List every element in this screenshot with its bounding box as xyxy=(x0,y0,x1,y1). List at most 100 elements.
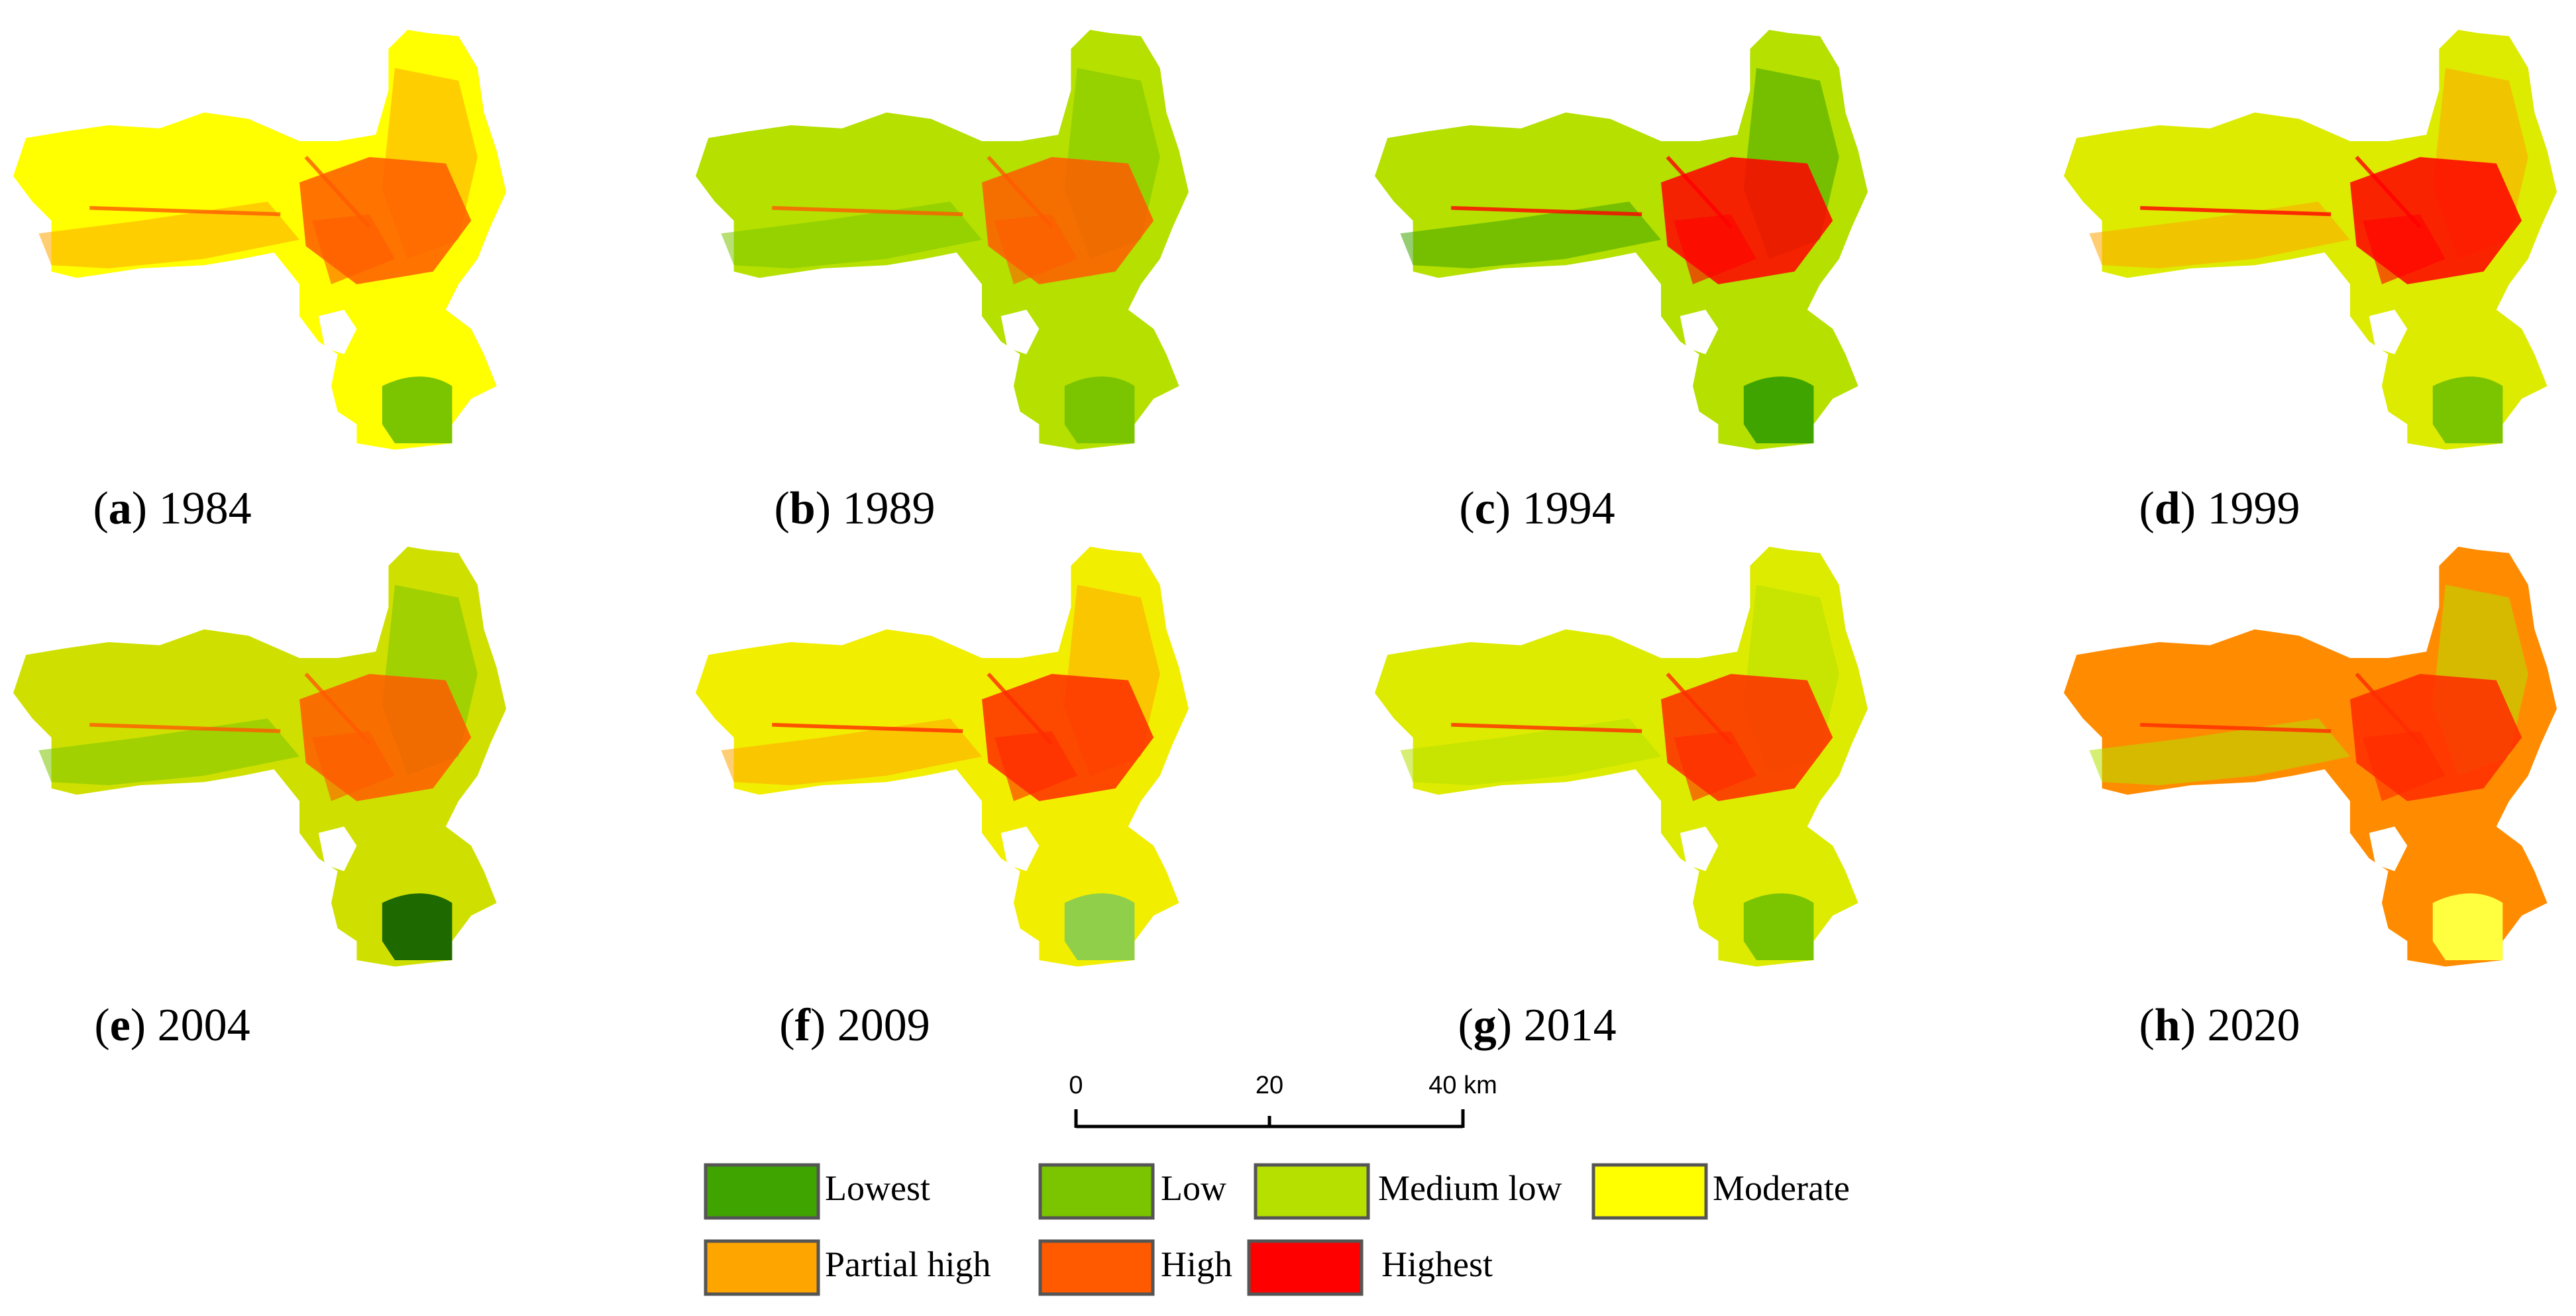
caption-year: 1984 xyxy=(159,483,252,534)
map-urban-south xyxy=(312,731,395,801)
caption-close-paren: ) xyxy=(1497,1000,1524,1051)
map-urban-south xyxy=(994,731,1077,801)
map-zone-west xyxy=(38,201,300,268)
map-zone-west xyxy=(38,718,300,785)
map-urban-south xyxy=(1674,731,1756,801)
legend-swatch xyxy=(1591,1163,1708,1220)
map-zone-west xyxy=(2089,201,2350,268)
map-urban-south xyxy=(994,214,1077,284)
map-lake xyxy=(2432,893,2503,960)
index-map-d xyxy=(2064,30,2557,450)
panel-caption-e: (e) 2004 xyxy=(94,1000,250,1051)
legend-item-low: Low xyxy=(1038,1163,1226,1220)
caption-open-paren: ( xyxy=(2139,483,2154,534)
scale-label-20: 20 xyxy=(1256,1071,1283,1099)
map-zone-west xyxy=(2089,718,2350,785)
scale-label-40-km: 40 km xyxy=(1428,1071,1497,1099)
caption-letter: d xyxy=(2155,483,2180,534)
legend-item-partial-high: Partial high xyxy=(704,1239,991,1296)
caption-year: 2009 xyxy=(837,1000,930,1051)
legend-swatch xyxy=(704,1163,820,1220)
legend-swatch xyxy=(1038,1239,1155,1296)
caption-close-paren: ) xyxy=(131,1000,158,1051)
legend-item-moderate: Moderate xyxy=(1591,1163,1850,1220)
map-panel-d: (d) 1999 xyxy=(2064,30,2557,534)
legend-swatch xyxy=(704,1239,820,1296)
caption-letter: g xyxy=(1474,1000,1497,1051)
map-urban-south xyxy=(1674,214,1756,284)
legend-item-medium-low: Medium low xyxy=(1254,1163,1562,1220)
legend-label: Lowest xyxy=(825,1168,930,1208)
map-road-corridor xyxy=(2140,673,2422,745)
caption-open-paren: ( xyxy=(779,1000,794,1051)
map-panel-f: (f) 2009 xyxy=(696,547,1189,1051)
map-panel-e: (e) 2004 xyxy=(13,547,506,1051)
legend-label: Highest xyxy=(1381,1244,1493,1284)
index-map-g xyxy=(1375,547,1868,967)
map-urban-south xyxy=(2363,731,2445,801)
legend-item-high: High xyxy=(1038,1239,1232,1296)
caption-year: 1994 xyxy=(1523,483,1615,534)
map-road-corridor xyxy=(89,156,371,229)
index-map-c xyxy=(1375,30,1868,450)
caption-close-paren: ) xyxy=(1495,483,1523,534)
map-road-corridor xyxy=(772,156,1053,229)
index-map-f xyxy=(696,547,1189,967)
legend-label: Partial high xyxy=(825,1244,991,1284)
map-zone-west xyxy=(721,201,982,268)
panel-caption-g: (g) 2014 xyxy=(1458,1000,1616,1051)
map-lake xyxy=(1743,893,1814,960)
map-panel-g: (g) 2014 xyxy=(1375,547,1868,1051)
legend-label: Low xyxy=(1161,1168,1226,1208)
panel-caption-f: (f) 2009 xyxy=(779,1000,930,1051)
legend-label: High xyxy=(1161,1244,1232,1284)
map-panel-h: (h) 2020 xyxy=(2064,547,2557,1051)
legend-item-highest: Highest xyxy=(1247,1239,1493,1296)
panel-caption-c: (c) 1994 xyxy=(1459,483,1615,534)
caption-year: 2014 xyxy=(1524,1000,1617,1051)
panel-caption-h: (h) 2020 xyxy=(2139,1000,2300,1051)
map-road-corridor xyxy=(1451,673,1733,745)
caption-letter: f xyxy=(795,1000,811,1051)
index-map-b xyxy=(696,30,1189,450)
map-urban-south xyxy=(312,214,395,284)
caption-open-paren: ( xyxy=(94,1000,109,1051)
scale-label-0: 0 xyxy=(1069,1071,1083,1099)
caption-open-paren: ( xyxy=(93,483,108,534)
map-lake xyxy=(2432,376,2503,443)
caption-open-paren: ( xyxy=(2139,1000,2154,1051)
panel-caption-a: (a) 1984 xyxy=(93,483,251,534)
legend-label: Moderate xyxy=(1713,1168,1850,1208)
map-panel-c: (c) 1994 xyxy=(1375,30,1868,534)
legend-item-lowest: Lowest xyxy=(704,1163,930,1220)
map-lake xyxy=(382,893,453,960)
legend-swatch xyxy=(1247,1239,1364,1296)
caption-close-paren: ) xyxy=(816,483,843,534)
caption-close-paren: ) xyxy=(810,1000,837,1051)
caption-year: 2020 xyxy=(2208,1000,2300,1051)
map-zone-west xyxy=(721,718,982,785)
panel-caption-b: (b) 1989 xyxy=(774,483,935,534)
map-urban-south xyxy=(2363,214,2445,284)
index-map-e xyxy=(13,547,506,967)
caption-letter: e xyxy=(110,1000,131,1051)
legend-swatch xyxy=(1038,1163,1155,1220)
caption-open-paren: ( xyxy=(774,483,789,534)
map-lake xyxy=(1064,893,1135,960)
map-lake xyxy=(382,376,453,443)
map-road-corridor xyxy=(2140,156,2422,229)
map-road-corridor xyxy=(1451,156,1733,229)
caption-letter: c xyxy=(1475,483,1495,534)
caption-close-paren: ) xyxy=(2180,1000,2208,1051)
caption-open-paren: ( xyxy=(1458,1000,1473,1051)
map-panel-b: (b) 1989 xyxy=(696,30,1189,534)
index-map-h xyxy=(2064,547,2557,967)
caption-close-paren: ) xyxy=(2180,483,2208,534)
map-road-corridor xyxy=(772,673,1053,745)
legend-swatch xyxy=(1254,1163,1370,1220)
map-panels: (a) 1984 (b) 1989 (c) 1994 (d) 1999(e) 2004… xyxy=(13,30,2557,1051)
panel-caption-d: (d) 1999 xyxy=(2139,483,2300,534)
map-panel-a: (a) 1984 xyxy=(13,30,506,534)
caption-letter: h xyxy=(2155,1000,2180,1051)
caption-year: 1989 xyxy=(843,483,936,534)
